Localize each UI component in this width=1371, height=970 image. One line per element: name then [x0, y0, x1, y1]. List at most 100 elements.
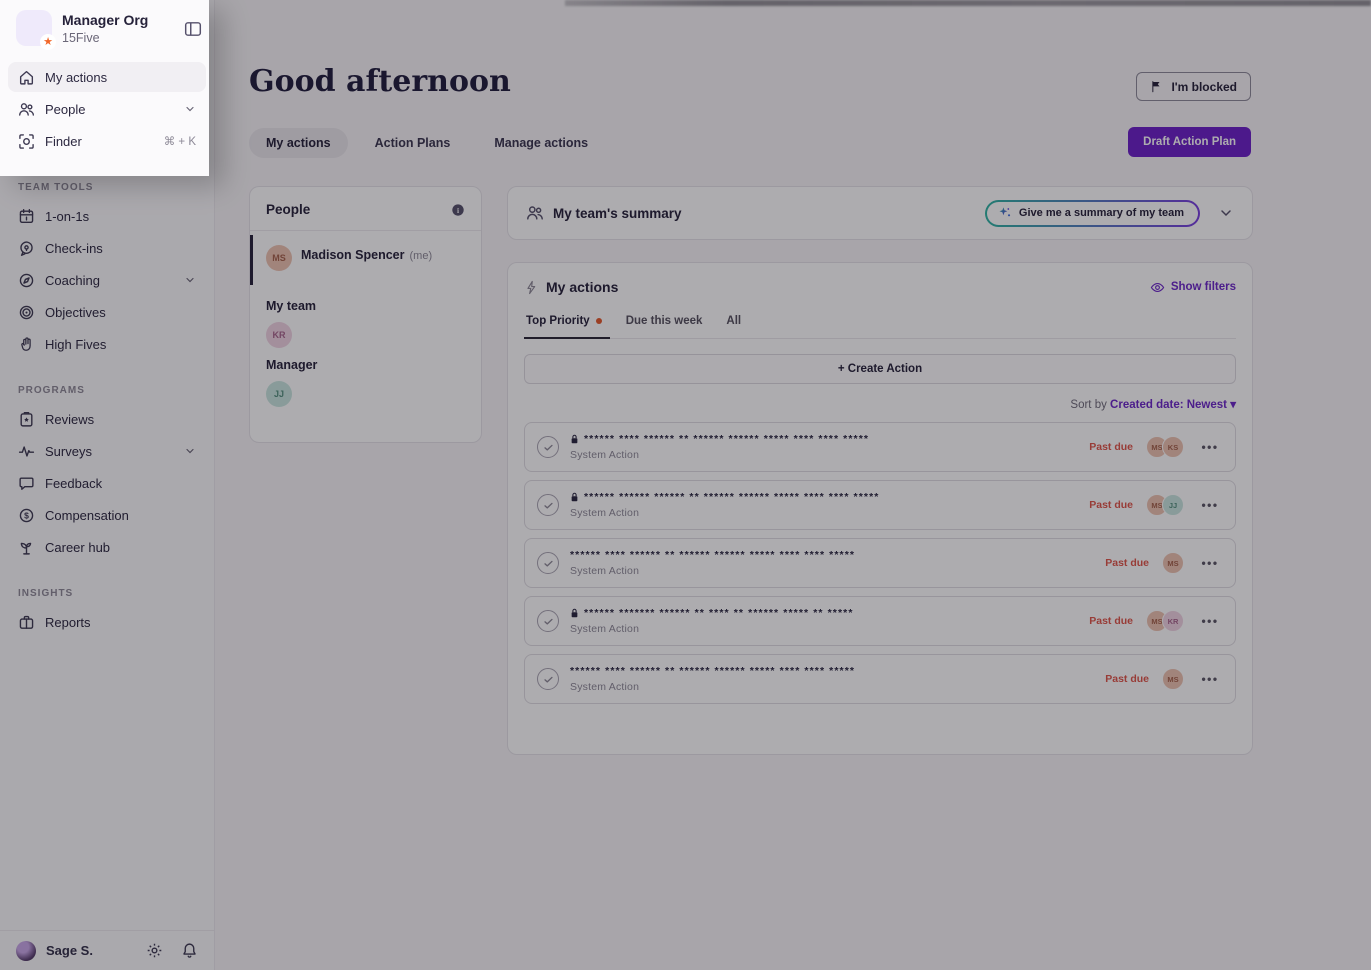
page-tabs: My actions Action Plans Manage actions [249, 128, 605, 158]
action-assignees: MS KR [1146, 610, 1184, 632]
sparkle-icon [998, 206, 1012, 220]
avatar[interactable]: KS [1162, 436, 1184, 458]
complete-check-icon[interactable] [537, 494, 559, 516]
draft-action-plan-button[interactable]: Draft Action Plan [1128, 127, 1251, 157]
row-menu-icon[interactable]: ••• [1201, 440, 1219, 454]
clipboard-star-icon [18, 411, 35, 428]
sidebar-item-reports[interactable]: Reports [8, 607, 206, 637]
info-icon[interactable]: i [451, 203, 465, 217]
sidebar-section-team-tools: 1-on-1s Check-ins Coaching Objectives Hi… [0, 197, 214, 365]
avatar[interactable]: JJ [266, 381, 292, 407]
sidebar-section-programs: Reviews Surveys Feedback $ Compensation … [0, 400, 214, 568]
lock-icon [570, 492, 579, 502]
row-menu-icon[interactable]: ••• [1201, 556, 1219, 570]
sidebar-item-1-on-1s[interactable]: 1-on-1s [8, 201, 206, 231]
chevron-down-icon[interactable] [1218, 205, 1234, 221]
tab-action-plans[interactable]: Action Plans [374, 136, 451, 150]
person-me-suffix: (me) [409, 250, 433, 262]
action-title: ****** ******* ****** ** **** ** ****** … [570, 607, 1089, 619]
im-blocked-button[interactable]: I'm blocked [1136, 72, 1251, 101]
avatar[interactable]: MS [1162, 668, 1184, 690]
people-icon [526, 204, 544, 222]
tab-due-this-week[interactable]: Due this week [626, 315, 703, 338]
row-menu-icon[interactable]: ••• [1201, 498, 1219, 512]
sidebar-item-label: Career hub [45, 539, 111, 555]
complete-check-icon[interactable] [537, 552, 559, 574]
svg-text:$: $ [24, 510, 29, 520]
sidebar-item-career-hub[interactable]: Career hub [8, 532, 206, 562]
people-panel-header: People i [250, 187, 481, 231]
sidebar-item-coaching[interactable]: Coaching [8, 265, 206, 295]
sidebar-item-high-fives[interactable]: High Fives [8, 329, 206, 359]
group-label-my-team: My team [266, 299, 317, 313]
sidebar-item-feedback[interactable]: Feedback [8, 468, 206, 498]
sidebar-item-check-ins[interactable]: Check-ins [8, 233, 206, 263]
sidebar-item-label: Check-ins [45, 240, 103, 256]
show-filters-link[interactable]: Show filters [1150, 280, 1236, 295]
section-title-programs: PROGRAMS [18, 385, 85, 396]
people-panel-title: People [266, 202, 311, 217]
action-row[interactable]: ****** ****** ****** ** ****** ****** **… [524, 480, 1236, 530]
sidebar-collapse-icon[interactable] [184, 18, 202, 38]
sidebar-item-surveys[interactable]: Surveys [8, 436, 206, 466]
row-menu-icon[interactable]: ••• [1201, 614, 1219, 628]
sidebar-item-reviews[interactable]: Reviews [8, 404, 206, 434]
sidebar-item-people[interactable]: People [8, 94, 206, 124]
action-title: ****** **** ****** ** ****** ****** ****… [570, 433, 1089, 445]
home-icon [18, 69, 35, 86]
sidebar-item-objectives[interactable]: Objectives [8, 297, 206, 327]
action-row-main: ****** ******* ****** ** **** ** ****** … [570, 607, 1089, 635]
action-title-text: ****** ******* ****** ** **** ** ****** … [584, 607, 854, 619]
section-title-team-tools: TEAM TOOLS [18, 182, 94, 193]
complete-check-icon[interactable] [537, 668, 559, 690]
sidebar-item-label: My actions [45, 69, 108, 85]
avatar[interactable] [16, 940, 36, 961]
avatar[interactable]: KR [1162, 610, 1184, 632]
complete-check-icon[interactable] [537, 610, 559, 632]
sidebar-item-label: Feedback [45, 475, 103, 491]
tab-my-actions[interactable]: My actions [249, 128, 348, 158]
bell-icon[interactable] [181, 942, 198, 959]
avatar[interactable]: KR [266, 322, 292, 348]
sidebar-item-my-actions[interactable]: My actions [8, 62, 206, 92]
ai-summary-label: Give me a summary of my team [1018, 207, 1184, 219]
row-menu-icon[interactable]: ••• [1201, 672, 1219, 686]
action-row[interactable]: ****** **** ****** ** ****** ****** ****… [524, 654, 1236, 704]
action-row[interactable]: ****** ******* ****** ** **** ** ****** … [524, 596, 1236, 646]
tab-label: Due this week [625, 315, 703, 327]
sidebar-item-label: Reports [45, 614, 91, 630]
sort-value-dropdown[interactable]: Created date: Newest ▾ [1110, 399, 1236, 411]
action-row[interactable]: ****** **** ****** ** ****** ****** ****… [524, 538, 1236, 588]
create-action-button[interactable]: + Create Action [524, 354, 1236, 384]
avatar[interactable]: JJ [1162, 494, 1184, 516]
sidebar-item-label: People [45, 101, 86, 117]
tab-top-priority[interactable]: Top Priority [524, 315, 610, 339]
action-row[interactable]: ****** **** ****** ** ****** ****** ****… [524, 422, 1236, 472]
sidebar-item-compensation[interactable]: $ Compensation [8, 500, 206, 530]
check-in-bubble-icon [18, 240, 35, 257]
chevron-down-icon [184, 445, 196, 457]
gear-icon[interactable] [146, 942, 163, 959]
ai-summary-button[interactable]: Give me a summary of my team [985, 200, 1200, 227]
tab-manage-actions[interactable]: Manage actions [494, 136, 589, 150]
org-logo[interactable]: ★ [16, 10, 56, 50]
lightning-bolt-icon [524, 280, 539, 295]
user-name: Sage S. [46, 943, 93, 958]
people-icon [18, 101, 35, 118]
action-assignees: MS KS [1146, 436, 1184, 458]
dollar-circle-icon: $ [18, 507, 35, 524]
main-content: Good afternoon I'm blocked My actions Ac… [215, 0, 1371, 970]
person-row-me[interactable]: MS Madison Spencer (me) [250, 231, 481, 289]
sidebar-item-label: Reviews [45, 411, 95, 427]
action-title: ****** **** ****** ** ****** ****** ****… [570, 549, 1105, 561]
sidebar-item-label: Finder [45, 133, 82, 149]
sidebar-item-finder[interactable]: Finder ⌘ + K [8, 126, 206, 156]
team-summary-title: My team's summary [553, 205, 682, 221]
complete-check-icon[interactable] [537, 436, 559, 458]
avatar[interactable]: MS [1162, 552, 1184, 574]
calendar-icon [18, 208, 35, 225]
tab-all[interactable]: All [726, 315, 741, 338]
status-badge: Past due [1105, 557, 1149, 569]
status-badge: Past due [1089, 615, 1133, 627]
page-title: Good afternoon [249, 64, 511, 99]
